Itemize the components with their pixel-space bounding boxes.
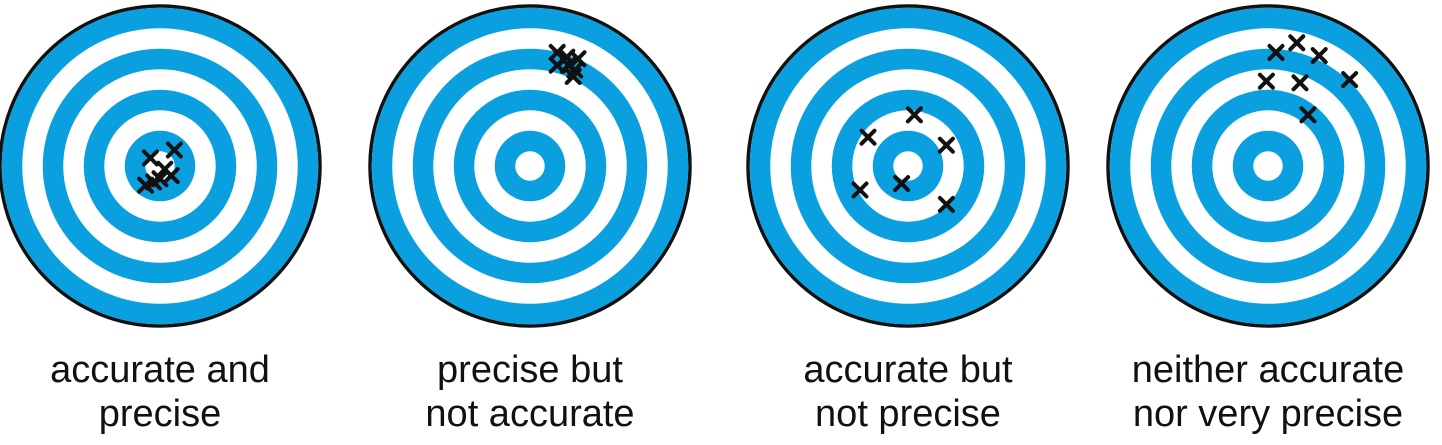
dartboard-target-2 — [368, 4, 692, 328]
hit-mark-6 — [937, 195, 955, 213]
caption-2: precise but not accurate — [350, 348, 710, 436]
caption-4-line-1: neither accurate — [1131, 349, 1405, 391]
hit-mark-6 — [1341, 71, 1359, 89]
hit-mark-4 — [1257, 72, 1275, 90]
hit-mark-5 — [1291, 74, 1309, 92]
hit-mark-1 — [548, 43, 566, 61]
caption-2-line-2: not accurate — [425, 393, 635, 435]
hit-mark-7 — [137, 176, 155, 194]
target-panel-4: neither accurate nor very precise — [1088, 0, 1442, 445]
ring-white-7 — [893, 151, 923, 181]
target-panel-2: precise but not accurate — [350, 0, 710, 445]
hit-mark-1 — [905, 106, 923, 124]
hit-mark-4 — [851, 181, 869, 199]
target-panel-3: accurate but not precise — [728, 0, 1088, 445]
caption-4: neither accurate nor very precise — [1088, 348, 1442, 436]
hit-mark-7 — [1299, 106, 1317, 124]
caption-1: accurate and precise — [0, 348, 340, 436]
dartboard-target-3 — [746, 4, 1070, 328]
caption-1-line-1: accurate and — [50, 349, 270, 391]
caption-2-line-1: precise but — [437, 349, 623, 391]
hit-mark-7 — [564, 67, 582, 85]
hit-mark-2 — [1267, 43, 1285, 61]
caption-4-line-2: nor very precise — [1132, 393, 1404, 435]
caption-3-line-2: not precise — [815, 393, 1001, 435]
hit-mark-5 — [893, 175, 911, 193]
hit-mark-3 — [937, 136, 955, 154]
ring-white-7 — [515, 151, 545, 181]
hit-mark-2 — [165, 141, 183, 159]
caption-1-line-2: precise — [98, 393, 222, 435]
hit-mark-3 — [1310, 47, 1328, 65]
caption-3-line-1: accurate but — [803, 349, 1013, 391]
target-panel-1: accurate and precise — [0, 0, 340, 445]
hit-mark-2 — [859, 128, 877, 146]
hit-mark-1 — [1288, 34, 1306, 52]
caption-3: accurate but not precise — [728, 348, 1088, 436]
dartboard-target-1 — [0, 4, 322, 328]
hit-mark-6 — [151, 170, 169, 188]
ring-white-7 — [1253, 151, 1283, 181]
dartboard-target-4 — [1106, 4, 1430, 328]
hit-mark-1 — [141, 149, 159, 167]
